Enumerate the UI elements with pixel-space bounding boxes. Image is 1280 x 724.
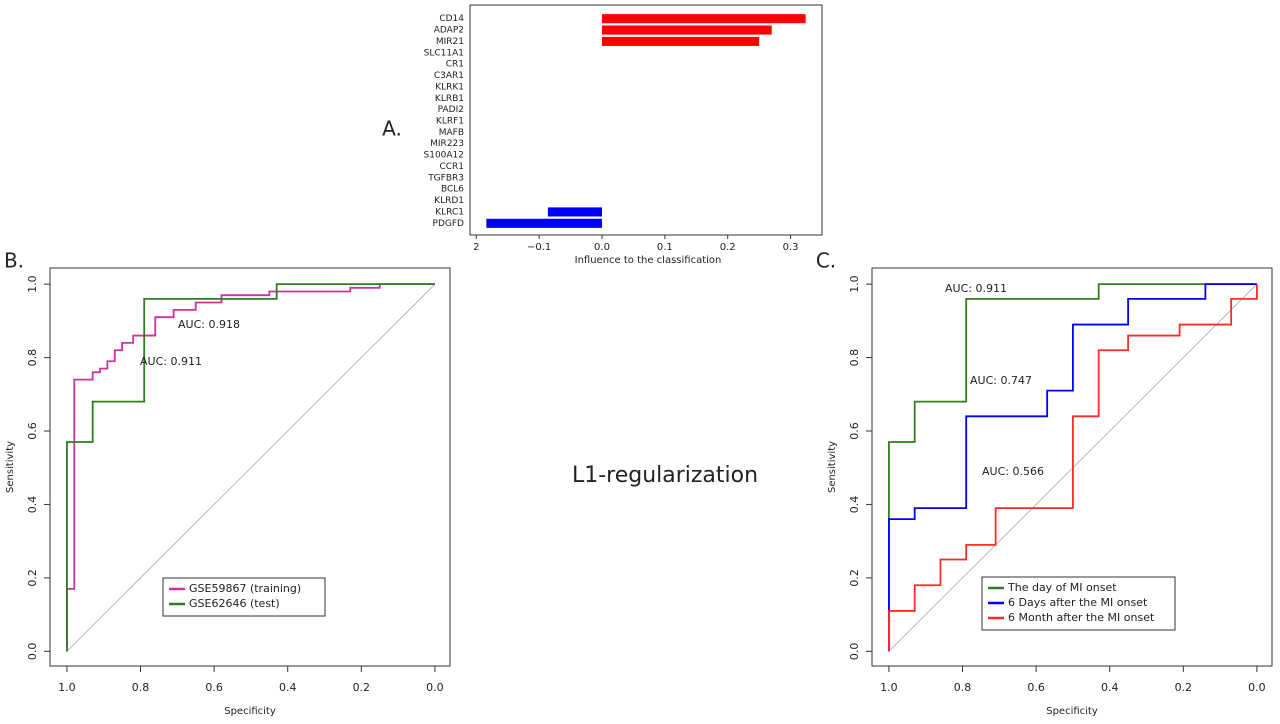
plot-frame xyxy=(49,267,451,667)
category-label: CR1 xyxy=(446,60,464,70)
roc-curve xyxy=(888,284,1258,652)
category-label: PADI2 xyxy=(438,105,464,115)
auc-label: AUC: 0.911 xyxy=(945,282,1007,295)
x-tick-label: 0.8 xyxy=(132,681,150,694)
auc-label: AUC: 0.566 xyxy=(982,465,1044,478)
category-label: ADAP2 xyxy=(434,26,464,36)
bar xyxy=(602,14,806,24)
category-label: C3AR1 xyxy=(434,71,464,81)
x-tick-label: 1.0 xyxy=(58,681,76,694)
legend-label: The day of MI onset xyxy=(1007,581,1117,594)
x-tick-label: 0.0 xyxy=(426,681,444,694)
reference-diagonal xyxy=(66,283,436,652)
panel-label: A. xyxy=(382,117,402,141)
y-axis-label: Sensitivity xyxy=(5,441,16,493)
category-label: SLC11A1 xyxy=(424,48,464,58)
y-tick-label: 1.0 xyxy=(26,275,39,293)
plot-frame xyxy=(469,4,823,236)
bar xyxy=(486,218,602,228)
x-tick-label: 0.0 xyxy=(1248,681,1266,694)
y-tick-label: 0.0 xyxy=(26,643,39,661)
x-tick-label: 1.0 xyxy=(880,681,898,694)
y-axis-label: Sensitivity xyxy=(827,441,838,493)
x-tick-label: −0.1 xyxy=(527,242,551,253)
legend-label: GSE62646 (test) xyxy=(189,597,280,610)
category-label: MIR21 xyxy=(436,37,464,47)
y-tick-label: 0.6 xyxy=(26,422,39,440)
legend-box xyxy=(981,576,1176,631)
y-tick-label: 0.2 xyxy=(848,569,861,587)
category-label: CD14 xyxy=(439,14,464,24)
category-label: KLRB1 xyxy=(435,94,464,104)
category-label: BCL6 xyxy=(441,185,464,195)
category-label: KLRD1 xyxy=(434,196,464,206)
x-tick-label: 0.4 xyxy=(1101,681,1119,694)
roc-curve xyxy=(888,283,1257,652)
x-axis-label: Influence to the classification xyxy=(575,255,722,266)
x-axis-label: Specificity xyxy=(1046,706,1098,717)
y-tick-label: 0.8 xyxy=(848,349,861,367)
auc-label: AUC: 0.747 xyxy=(970,374,1032,387)
category-label: KLRK1 xyxy=(435,82,464,92)
category-label: PDGFD xyxy=(433,219,465,229)
y-tick-label: 0.0 xyxy=(848,643,861,661)
plot-frame xyxy=(871,267,1273,667)
roc-curve xyxy=(66,283,435,652)
roc-curve xyxy=(66,283,435,652)
x-tick-label: 0.2 xyxy=(1175,681,1193,694)
legend-label: GSE59867 (training) xyxy=(189,582,301,595)
panel-label: B. xyxy=(4,249,24,273)
category-label: KLRC1 xyxy=(435,207,464,217)
roc-curve xyxy=(888,283,1257,652)
x-tick-label: 0.2 xyxy=(353,681,371,694)
x-tick-label: 2 xyxy=(473,242,479,253)
y-tick-label: 0.8 xyxy=(26,349,39,367)
y-tick-label: 0.2 xyxy=(26,569,39,587)
x-axis-label: Specificity xyxy=(224,706,276,717)
auc-label: AUC: 0.918 xyxy=(178,318,240,331)
y-tick-label: 0.4 xyxy=(26,496,39,514)
category-label: TGFBR3 xyxy=(427,173,464,183)
legend-box xyxy=(162,577,326,617)
legend-label: 6 Days after the MI onset xyxy=(1008,596,1148,609)
bar xyxy=(602,36,760,46)
category-label: KLRF1 xyxy=(436,117,464,127)
bar xyxy=(547,207,602,217)
y-tick-label: 0.6 xyxy=(848,422,861,440)
auc-label: AUC: 0.911 xyxy=(140,355,202,368)
x-tick-label: 0.0 xyxy=(594,242,610,253)
x-tick-label: 0.4 xyxy=(279,681,297,694)
center-label: L1-regularization xyxy=(572,463,758,488)
x-tick-label: 0.8 xyxy=(954,681,972,694)
panel-label: C. xyxy=(816,249,836,273)
y-tick-label: 0.4 xyxy=(848,496,861,514)
x-tick-label: 0.6 xyxy=(205,681,223,694)
bar xyxy=(602,25,772,35)
legend-label: 6 Month after the MI onset xyxy=(1008,611,1155,624)
category-label: MIR223 xyxy=(430,139,464,149)
x-tick-label: 0.2 xyxy=(720,242,736,253)
x-tick-label: 0.1 xyxy=(657,242,673,253)
x-tick-label: 0.6 xyxy=(1027,681,1045,694)
category-label: S100A12 xyxy=(424,151,465,161)
category-label: MAFB xyxy=(439,128,464,138)
category-label: CCR1 xyxy=(439,162,464,172)
y-tick-label: 1.0 xyxy=(848,275,861,293)
x-tick-label: 0.3 xyxy=(783,242,799,253)
